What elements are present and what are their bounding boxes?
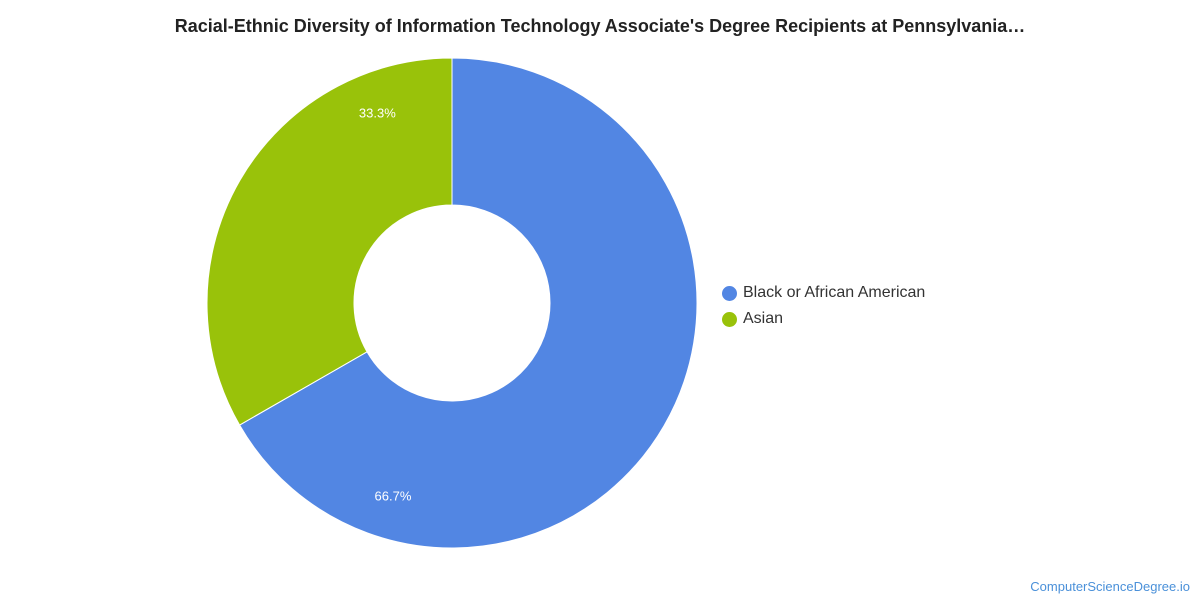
- slice-value-label-asian: 33.3%: [359, 106, 396, 121]
- slice-value-label-black-or-african-american: 66.7%: [375, 489, 412, 504]
- donut-slice-black-or-african-american[interactable]: [238, 57, 698, 549]
- chart-legend: Black or African American Asian: [722, 280, 925, 332]
- site-watermark[interactable]: ComputerScienceDegree.io: [1030, 579, 1190, 594]
- legend-swatch-asian: [722, 311, 737, 327]
- donut-slice-asian[interactable]: [206, 57, 453, 426]
- legend-label: Black or African American: [743, 284, 926, 301]
- legend-label: Asian: [743, 310, 784, 327]
- legend-swatch-black-or-african-american: [722, 285, 737, 301]
- chart-title: Racial-Ethnic Diversity of Information T…: [174, 16, 1026, 36]
- legend-item-black-or-african-american[interactable]: Black or African American: [722, 280, 925, 306]
- legend-item-asian[interactable]: Asian: [722, 306, 925, 332]
